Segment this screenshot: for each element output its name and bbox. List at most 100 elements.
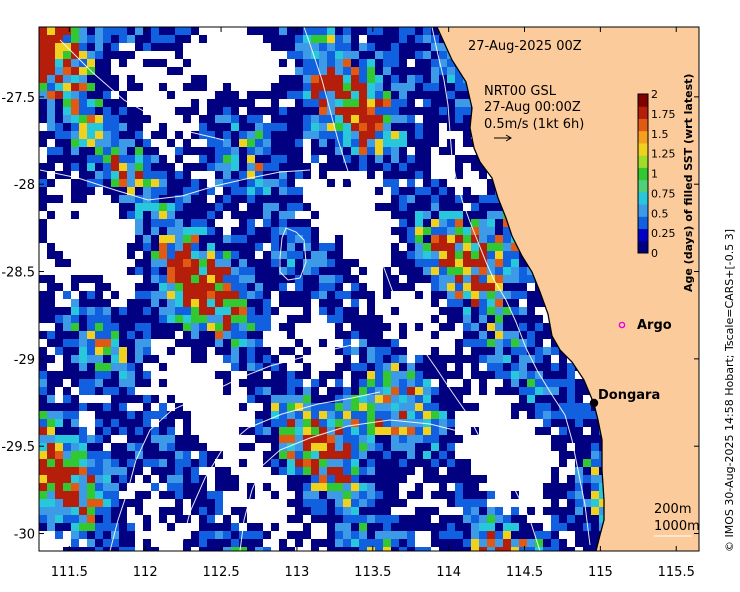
raster-cell xyxy=(63,467,71,475)
raster-cell xyxy=(319,371,327,379)
raster-cell xyxy=(495,243,503,251)
raster-cell xyxy=(439,147,447,155)
raster-cell xyxy=(151,171,159,179)
raster-cell xyxy=(119,339,127,347)
raster-cell xyxy=(279,315,287,323)
raster-cell xyxy=(327,243,335,251)
raster-cell xyxy=(47,35,55,43)
raster-cell xyxy=(295,251,303,259)
raster-cell xyxy=(375,67,383,75)
raster-cell xyxy=(543,315,551,323)
raster-cell xyxy=(319,187,327,195)
raster-cell xyxy=(551,403,559,411)
raster-cell xyxy=(487,467,495,475)
raster-cell xyxy=(111,323,119,331)
raster-cell xyxy=(279,451,287,459)
raster-cell xyxy=(111,203,119,211)
raster-cell xyxy=(111,459,119,467)
raster-cell xyxy=(423,83,431,91)
raster-cell xyxy=(167,179,175,187)
raster-cell xyxy=(143,131,151,139)
raster-cell xyxy=(367,115,375,123)
raster-cell xyxy=(583,443,591,451)
raster-cell xyxy=(111,371,119,379)
raster-cell xyxy=(311,139,319,147)
raster-cell xyxy=(103,363,111,371)
raster-cell xyxy=(295,83,303,91)
raster-cell xyxy=(447,179,455,187)
raster-cell xyxy=(327,99,335,107)
raster-cell xyxy=(375,91,383,99)
raster-cell xyxy=(55,267,63,275)
raster-cell xyxy=(303,451,311,459)
raster-cell xyxy=(463,323,471,331)
raster-cell xyxy=(143,427,151,435)
raster-cell xyxy=(279,99,287,107)
raster-cell xyxy=(231,419,239,427)
raster-cell xyxy=(303,123,311,131)
raster-cell xyxy=(199,107,207,115)
raster-cell xyxy=(479,235,487,243)
raster-cell xyxy=(39,259,47,267)
raster-cell xyxy=(127,467,135,475)
raster-cell xyxy=(247,475,255,483)
raster-cell xyxy=(247,83,255,91)
raster-cell xyxy=(103,419,111,427)
raster-cell xyxy=(47,395,55,403)
raster-cell xyxy=(127,427,135,435)
raster-cell xyxy=(359,355,367,363)
raster-cell xyxy=(311,443,319,451)
raster-cell xyxy=(311,259,319,267)
raster-cell xyxy=(279,131,287,139)
raster-cell xyxy=(255,35,263,43)
raster-cell xyxy=(191,219,199,227)
raster-cell xyxy=(495,443,503,451)
raster-cell xyxy=(335,403,343,411)
raster-cell xyxy=(223,259,231,267)
raster-cell xyxy=(231,171,239,179)
raster-cell xyxy=(119,91,127,99)
raster-cell xyxy=(391,235,399,243)
raster-cell xyxy=(399,51,407,59)
raster-cell xyxy=(551,459,559,467)
raster-cell xyxy=(95,499,103,507)
raster-cell xyxy=(255,427,263,435)
raster-cell xyxy=(479,499,487,507)
raster-cell xyxy=(343,171,351,179)
raster-cell xyxy=(87,403,95,411)
raster-cell xyxy=(159,339,167,347)
raster-cell xyxy=(439,491,447,499)
raster-cell xyxy=(439,99,447,107)
raster-cell xyxy=(319,267,327,275)
raster-cell xyxy=(575,395,583,403)
raster-cell xyxy=(223,147,231,155)
raster-cell xyxy=(167,283,175,291)
raster-cell xyxy=(135,475,143,483)
raster-cell xyxy=(343,179,351,187)
raster-cell xyxy=(111,227,119,235)
raster-cell xyxy=(207,227,215,235)
raster-cell xyxy=(567,387,575,395)
raster-cell xyxy=(111,467,119,475)
raster-cell xyxy=(383,267,391,275)
raster-cell xyxy=(495,451,503,459)
raster-cell xyxy=(359,371,367,379)
raster-cell xyxy=(279,259,287,267)
raster-cell xyxy=(191,75,199,83)
raster-cell xyxy=(111,267,119,275)
raster-cell xyxy=(407,67,415,75)
raster-cell xyxy=(335,147,343,155)
raster-cell xyxy=(263,139,271,147)
raster-cell xyxy=(279,435,287,443)
raster-cell xyxy=(167,299,175,307)
raster-cell xyxy=(239,267,247,275)
raster-cell xyxy=(103,35,111,43)
raster-cell xyxy=(39,171,47,179)
raster-cell xyxy=(47,131,55,139)
raster-cell xyxy=(415,411,423,419)
raster-cell xyxy=(351,483,359,491)
raster-cell xyxy=(247,347,255,355)
raster-cell xyxy=(71,411,79,419)
raster-cell xyxy=(63,267,71,275)
raster-cell xyxy=(119,211,127,219)
